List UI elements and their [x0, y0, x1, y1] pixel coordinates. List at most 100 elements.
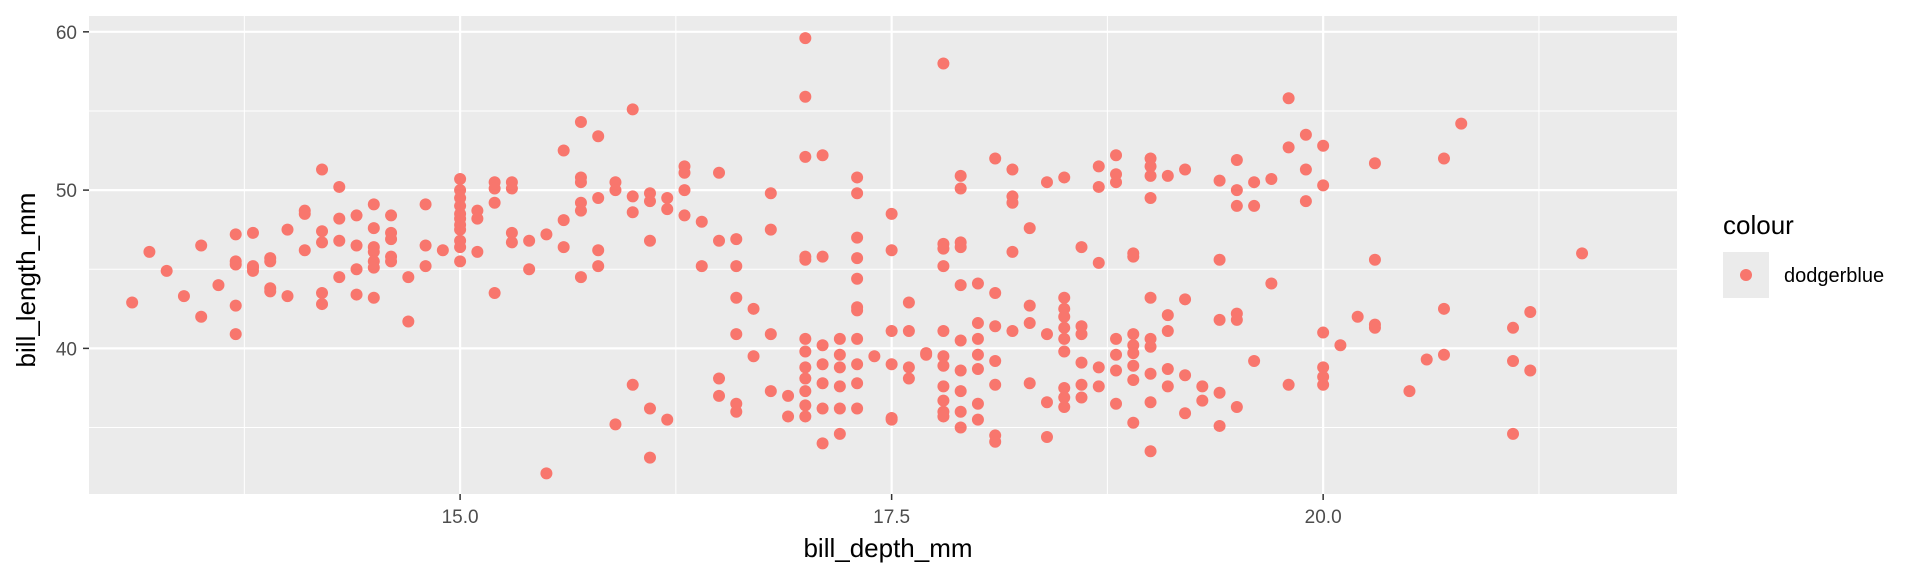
data-point: [1403, 385, 1416, 398]
data-point: [1092, 256, 1105, 269]
data-point: [1110, 149, 1123, 162]
data-point: [799, 385, 812, 398]
data-point: [661, 413, 674, 426]
data-point: [1127, 374, 1140, 387]
data-point: [971, 332, 984, 345]
data-point: [1179, 407, 1192, 420]
data-point: [574, 116, 587, 129]
data-point: [229, 258, 242, 271]
data-point: [1058, 321, 1071, 334]
data-point: [1110, 176, 1123, 189]
data-point: [1023, 377, 1036, 390]
data-point: [1282, 92, 1295, 105]
data-point: [557, 144, 570, 157]
data-point: [764, 187, 777, 200]
data-point: [989, 152, 1002, 165]
data-point: [833, 402, 846, 415]
data-point: [316, 286, 329, 299]
data-point: [1265, 277, 1278, 290]
data-point: [902, 372, 915, 385]
data-point: [229, 328, 242, 341]
data-point: [1075, 328, 1088, 341]
x-tick-label: 17.5: [873, 507, 910, 528]
data-point: [971, 317, 984, 330]
data-point: [1507, 355, 1520, 368]
data-point: [1299, 128, 1312, 141]
data-point: [833, 361, 846, 374]
data-point: [626, 206, 639, 219]
data-point: [316, 298, 329, 311]
data-point: [385, 233, 398, 246]
data-point: [954, 405, 967, 418]
data-point: [782, 389, 795, 402]
data-point: [1144, 192, 1157, 205]
data-point: [1230, 313, 1243, 326]
data-point: [264, 285, 277, 298]
data-point: [1213, 253, 1226, 266]
data-point: [419, 239, 432, 252]
data-point: [367, 291, 380, 304]
data-point: [1006, 245, 1019, 258]
data-point: [1127, 416, 1140, 429]
legend-title: colour: [1723, 210, 1794, 240]
data-point: [730, 405, 743, 418]
data-point: [799, 32, 812, 45]
data-point: [1265, 173, 1278, 186]
data-point: [592, 192, 605, 205]
data-point: [799, 332, 812, 345]
data-point: [350, 239, 363, 252]
data-point: [833, 348, 846, 361]
data-point: [1248, 355, 1261, 368]
data-point: [1110, 364, 1123, 377]
data-point: [713, 372, 726, 385]
data-point: [229, 299, 242, 312]
data-point: [937, 350, 950, 363]
data-point: [1248, 199, 1261, 212]
data-point: [1110, 348, 1123, 361]
data-point: [488, 182, 501, 195]
data-point: [333, 180, 346, 193]
data-point: [643, 402, 656, 415]
data-point: [885, 324, 898, 337]
data-point: [643, 451, 656, 464]
data-point: [989, 286, 1002, 299]
data-point: [799, 361, 812, 374]
data-point: [1299, 163, 1312, 176]
data-point: [1161, 380, 1174, 393]
data-point: [1092, 180, 1105, 193]
data-point: [195, 239, 208, 252]
data-point: [799, 372, 812, 385]
data-point: [1230, 154, 1243, 167]
data-point: [1144, 340, 1157, 353]
data-point: [1075, 391, 1088, 404]
data-point: [281, 290, 294, 303]
data-point: [937, 57, 950, 70]
data-point: [885, 244, 898, 257]
data-point: [592, 260, 605, 273]
data-point: [764, 385, 777, 398]
data-point: [1524, 364, 1537, 377]
data-point: [937, 359, 950, 372]
data-point: [592, 130, 605, 143]
x-tick-label: 15.0: [442, 507, 479, 528]
data-point: [1437, 302, 1450, 315]
data-point: [851, 231, 864, 244]
data-point: [1110, 332, 1123, 345]
data-point: [954, 241, 967, 254]
data-point: [609, 418, 622, 431]
data-point: [1230, 184, 1243, 197]
data-point: [1455, 117, 1468, 130]
data-point: [954, 364, 967, 377]
data-point: [954, 182, 967, 195]
data-point: [1144, 445, 1157, 458]
y-tick-label: 60: [56, 23, 77, 44]
data-point: [1317, 179, 1330, 192]
data-point: [713, 234, 726, 247]
data-point: [385, 209, 398, 222]
data-point: [1507, 321, 1520, 334]
data-point: [989, 378, 1002, 391]
data-point: [350, 263, 363, 276]
data-point: [851, 402, 864, 415]
data-point: [1179, 163, 1192, 176]
data-point: [1075, 378, 1088, 391]
